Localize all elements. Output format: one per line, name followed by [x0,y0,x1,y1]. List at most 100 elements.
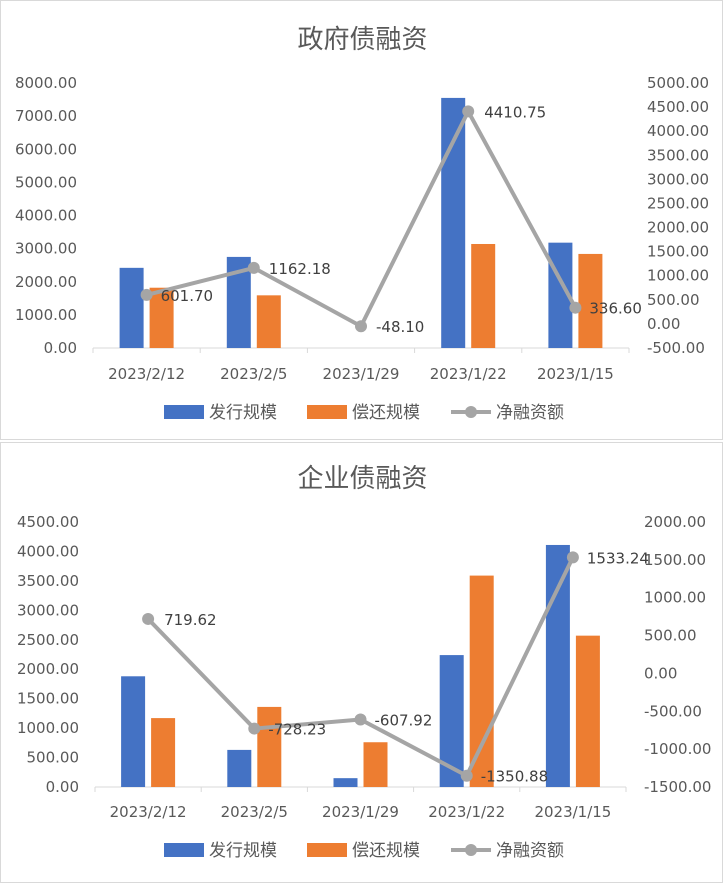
corp-net-data-label: 1533.24 [587,549,649,567]
gov-y-right-tick: 0.00 [647,315,680,333]
corp-net-point [354,713,367,726]
corp-y-right-tick: 1000.00 [644,589,706,607]
corp-y-left-tick: 1500.00 [17,690,79,708]
gov-y-right-tick: -500.00 [647,339,705,357]
gov-net-data-label: 601.70 [161,287,214,305]
corp-repay-bar [469,575,494,787]
corp-net-data-label: -728.23 [268,721,326,739]
corp-category-label: 2023/1/15 [534,803,611,821]
gov-y-right-tick: 5000.00 [647,74,709,92]
gov-net-point [247,261,260,274]
corp-bond-chart: 企业债融资 0.00 500.00 1000.00 1500.00 2000.00 2500… [17,464,711,861]
corp-y-right-tick: -1000.00 [644,740,711,758]
corp-y-right-tick: 0.00 [644,664,677,682]
gov-issue-bar [119,267,144,348]
corp-category-label: 2023/2/5 [221,803,288,821]
corp-category-label: 2023/1/29 [322,803,399,821]
gov-legend-net-marker [465,406,477,418]
corp-category-label: 2023/2/12 [110,803,187,821]
gov-y-left-tick: 0.00 [44,339,77,357]
gov-net-point [462,105,475,118]
gov-y-right-tick: 3000.00 [647,170,709,188]
gov-legend-repay-swatch [307,405,347,419]
corp-y-right-tick: -1500.00 [644,778,711,796]
corp-y-left-tick: 3000.00 [17,601,79,619]
gov-category-label: 2023/1/29 [323,365,400,383]
gov-net-point [140,288,153,301]
corp-y-left-tick: 2000.00 [17,660,79,678]
gov-y-right-tick: 1500.00 [647,243,709,261]
corp-y-right-tick: 500.00 [644,627,697,645]
gov-issue-bar [441,97,466,348]
gov-net-data-label: 4410.75 [484,103,546,121]
corp-y-right-tick: -500.00 [644,702,702,720]
corp-repay-bar [257,706,282,787]
gov-net-data-label: 1162.18 [269,260,331,278]
gov-bond-chart: 政府债融资 0.00 1000.00 2000.00 3000.00 4000.00 500… [15,25,709,423]
corp-legend-repay-swatch [307,843,347,857]
corp-net-data-label: -607.92 [375,711,433,729]
corp-legend-repay-label: 偿还规模 [352,841,420,861]
corp-net-point [460,769,473,782]
corp-legend-net-marker [465,844,477,856]
corp-repay-bar [575,635,600,787]
gov-y-left-tick: 7000.00 [15,107,77,125]
corp-y-right-tick: 1500.00 [644,551,706,569]
gov-legend-issue-swatch [164,405,204,419]
corp-y-right-tick: 2000.00 [644,513,706,531]
gov-net-data-label: -48.10 [376,318,424,336]
gov-y-left-tick: 4000.00 [15,207,77,225]
corp-y-left-tick: 500.00 [27,749,80,767]
gov-y-right-tick: 500.00 [647,291,700,309]
corp-issue-bar [121,676,146,787]
gov-category-label: 2023/2/5 [220,365,287,383]
gov-repay-bar [256,295,281,348]
corp-net-point [142,612,155,625]
gov-y-right-tick: 3500.00 [647,146,709,164]
gov-legend-repay-label: 偿还规模 [352,403,420,423]
gov-repay-bar [471,243,496,348]
gov-chart-title: 政府债融资 [297,25,427,55]
gov-y-left-tick: 1000.00 [15,306,77,324]
gov-bond-chart-panel: 政府债融资 0.00 1000.00 2000.00 3000.00 4000.00 500… [0,0,723,440]
gov-category-label: 2023/2/12 [108,365,185,383]
gov-y-left-tick: 5000.00 [15,173,77,191]
gov-category-label: 2023/1/15 [537,365,614,383]
gov-y-right-tick: 2500.00 [647,194,709,212]
gov-y-left-tick: 3000.00 [15,240,77,258]
corp-y-left-tick: 2500.00 [17,631,79,649]
gov-net-point [569,301,582,314]
gov-repay-bar [149,287,174,348]
corp-net-line [146,556,575,778]
corp-y-left-tick: 0.00 [46,778,79,796]
gov-repay-bar [578,253,603,348]
gov-legend-issue-label: 发行规模 [209,403,277,423]
corp-bond-chart-panel: 企业债融资 0.00 500.00 1000.00 1500.00 2000.00 2500… [0,442,723,883]
corp-repay-bar [151,718,176,787]
corp-y-left-tick: 4000.00 [17,542,79,560]
corp-issue-bar [545,544,570,787]
corp-issue-bar [227,749,252,787]
gov-net-data-label: 336.60 [589,300,642,318]
corp-net-data-label: 719.62 [164,611,217,629]
gov-y-left-tick: 8000.00 [15,74,77,92]
gov-net-point [355,320,367,333]
corp-y-left-tick: 1000.00 [17,719,79,737]
corp-legend-issue-label: 发行规模 [209,841,277,861]
gov-y-left-tick: 2000.00 [15,273,77,291]
corp-y-left-tick: 4500.00 [17,513,79,531]
corp-legend-issue-swatch [164,843,204,857]
gov-y-right-tick: 1000.00 [647,267,709,285]
gov-category-label: 2023/1/22 [430,365,507,383]
corp-net-point [566,551,579,564]
corp-net-point [248,722,261,735]
gov-y-right-tick: 4500.00 [647,98,709,116]
gov-y-right-tick: 4000.00 [647,122,709,140]
corp-issue-bar [333,778,358,787]
corp-chart-title: 企业债融资 [297,464,427,494]
corp-net-data-label: -1350.88 [481,768,548,786]
corp-y-left-tick: 3500.00 [17,572,79,590]
corp-category-label: 2023/1/22 [428,803,505,821]
corp-repay-bar [363,742,388,787]
corp-legend-net-label: 净融资额 [496,841,564,861]
